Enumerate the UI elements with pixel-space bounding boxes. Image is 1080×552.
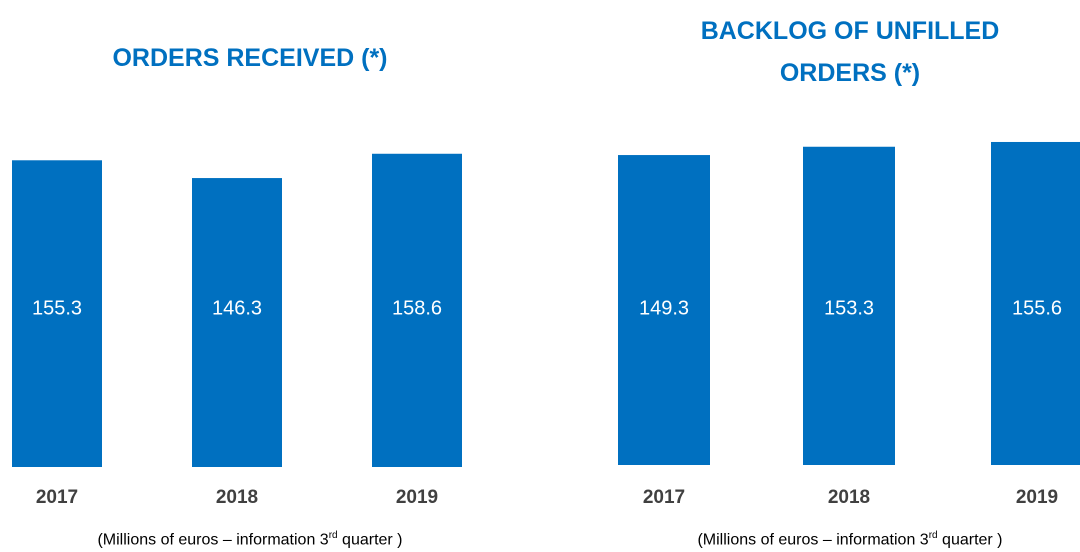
note-text: (Millions of euros – information 3 [697, 531, 929, 549]
x-tick-label: 2018 [216, 487, 258, 508]
bar [372, 153, 462, 467]
x-tick-label: 2019 [1016, 487, 1058, 508]
bar [991, 141, 1080, 465]
chart-title: BACKLOG OF UNFILLED ORDERS (*) [700, 17, 1000, 87]
note: (Millions of euros – information 3rd qua… [0, 530, 500, 549]
note-text: quarter ) [337, 531, 403, 549]
note-sup: rd [328, 530, 338, 541]
bar [803, 146, 895, 465]
note: (Millions of euros – information 3rd qua… [600, 530, 1080, 549]
value-label: 153.3 [824, 297, 874, 319]
value-label: 158.6 [392, 297, 442, 319]
bar [618, 155, 710, 465]
bar [12, 160, 102, 467]
value-label: 155.6 [1012, 297, 1062, 319]
note-text: (Millions of euros – information 3 [97, 531, 329, 549]
x-tick-label: 2017 [36, 487, 78, 508]
x-tick-label: 2018 [828, 487, 870, 508]
x-tick-label: 2017 [643, 487, 685, 508]
bar [192, 178, 282, 467]
note-sup: rd [928, 530, 938, 541]
note-text: quarter ) [937, 531, 1003, 549]
value-label: 149.3 [639, 297, 689, 319]
value-label: 146.3 [212, 297, 262, 319]
value-label: 155.3 [32, 297, 82, 319]
x-tick-label: 2019 [396, 487, 438, 508]
chart-title: ORDERS RECEIVED (*) [112, 44, 388, 72]
